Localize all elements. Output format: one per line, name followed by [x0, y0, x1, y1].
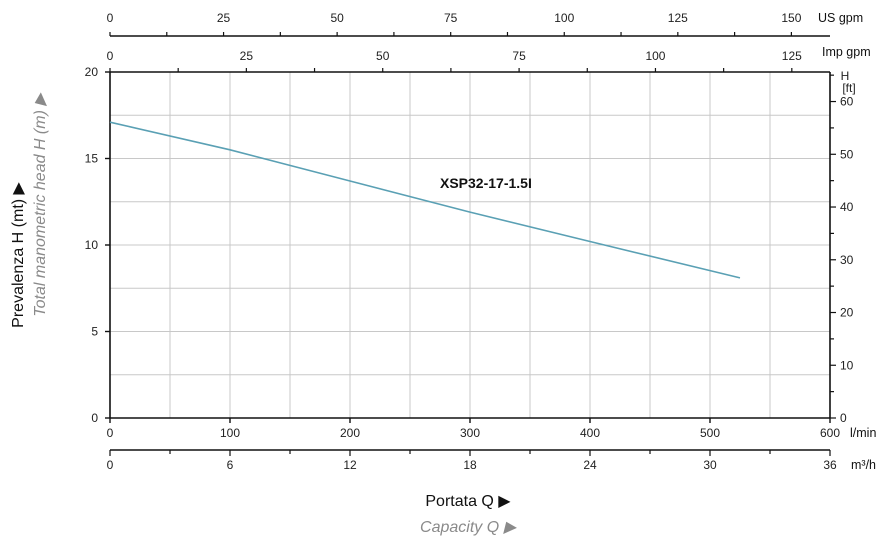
- left-axis-tick-label: 15: [85, 152, 99, 166]
- imp-gpm-axis-tick-label: 50: [376, 49, 390, 63]
- right-axis-ft-label: [ft]: [842, 81, 855, 95]
- series-line-xsp32: [109, 121, 741, 279]
- lmin-axis-tick-label: 100: [220, 426, 240, 440]
- imp-gpm-axis-tick-label: 125: [782, 49, 802, 63]
- lmin-axis-tick-label: 0: [107, 426, 114, 440]
- right-axis-tick-label: 10: [840, 358, 854, 372]
- us-gpm-axis-tick-label: 75: [444, 11, 458, 25]
- right-axis-tick-label: 20: [840, 306, 854, 320]
- m3h-axis-tick-label: 6: [227, 458, 234, 472]
- series-layer: [109, 121, 741, 279]
- imp-gpm-axis-tick-label: 0: [107, 49, 114, 63]
- left-axis-tick-label: 5: [91, 325, 98, 339]
- right-axis-tick-label: 0: [840, 411, 847, 425]
- y-axis-label-it: Prevalenza H (mt) ▶: [10, 181, 27, 327]
- right-axis-h-label: H: [841, 69, 850, 83]
- right-axis-tick-label: 30: [840, 253, 854, 267]
- series-label-xsp32: XSP32-17-1.5I: [440, 175, 532, 191]
- left-axis-tick-label: 20: [85, 65, 99, 79]
- m3h-axis-tick-label: 36: [823, 458, 837, 472]
- lmin-axis-tick-label: 600: [820, 426, 840, 440]
- left-axis-tick-label: 0: [91, 411, 98, 425]
- us-gpm-axis-tick-label: 50: [330, 11, 344, 25]
- right-axis-tick-label: 60: [840, 95, 854, 109]
- m3h-axis-tick-label: 30: [703, 458, 717, 472]
- imp-gpm-unit-label: Imp gpm: [822, 45, 871, 59]
- m3h-axis-tick-label: 18: [463, 458, 477, 472]
- us-gpm-axis-tick-label: 150: [781, 11, 801, 25]
- us-gpm-unit-label: US gpm: [818, 11, 863, 25]
- axes: [105, 32, 836, 456]
- m3h-axis-tick-label: 0: [107, 458, 114, 472]
- us-gpm-axis-tick-label: 125: [668, 11, 688, 25]
- y-axis-label-en: Total manometric head H (m) ▶: [32, 92, 49, 317]
- imp-gpm-axis-tick-label: 75: [512, 49, 526, 63]
- lmin-axis-tick-label: 400: [580, 426, 600, 440]
- us-gpm-axis-tick-label: 100: [554, 11, 574, 25]
- imp-gpm-axis-tick-label: 100: [645, 49, 665, 63]
- us-gpm-axis-tick-label: 0: [107, 11, 114, 25]
- m3h-axis-tick-label: 12: [343, 458, 357, 472]
- lmin-axis-tick-label: 500: [700, 426, 720, 440]
- right-axis-tick-label: 50: [840, 147, 854, 161]
- m3h-axis-tick-label: 24: [583, 458, 597, 472]
- lmin-axis-tick-label: 200: [340, 426, 360, 440]
- grid-lines: [110, 72, 830, 418]
- lmin-axis-tick-label: 300: [460, 426, 480, 440]
- us-gpm-axis-tick-label: 25: [217, 11, 231, 25]
- x-axis-title-it: Portata Q ▶: [425, 493, 511, 510]
- imp-gpm-axis-tick-label: 25: [240, 49, 254, 63]
- m3h-unit-label: m³/h: [851, 458, 876, 472]
- left-axis-tick-label: 10: [85, 238, 99, 252]
- right-axis-tick-label: 40: [840, 200, 854, 214]
- x-axis-title-en: Capacity Q ▶: [420, 519, 518, 536]
- lmin-unit-label: l/min: [850, 426, 876, 440]
